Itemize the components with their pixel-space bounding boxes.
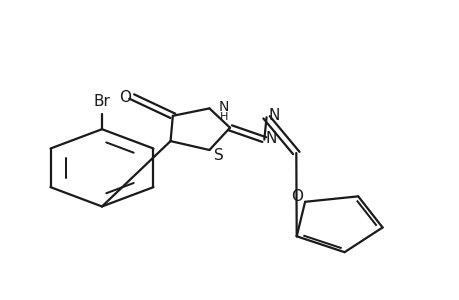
- Text: O: O: [118, 91, 130, 106]
- Text: H: H: [219, 112, 228, 122]
- Text: Br: Br: [93, 94, 110, 109]
- Text: N: N: [265, 131, 277, 146]
- Text: O: O: [290, 189, 302, 204]
- Text: S: S: [213, 148, 223, 163]
- Text: N: N: [218, 100, 229, 114]
- Text: N: N: [268, 108, 280, 123]
